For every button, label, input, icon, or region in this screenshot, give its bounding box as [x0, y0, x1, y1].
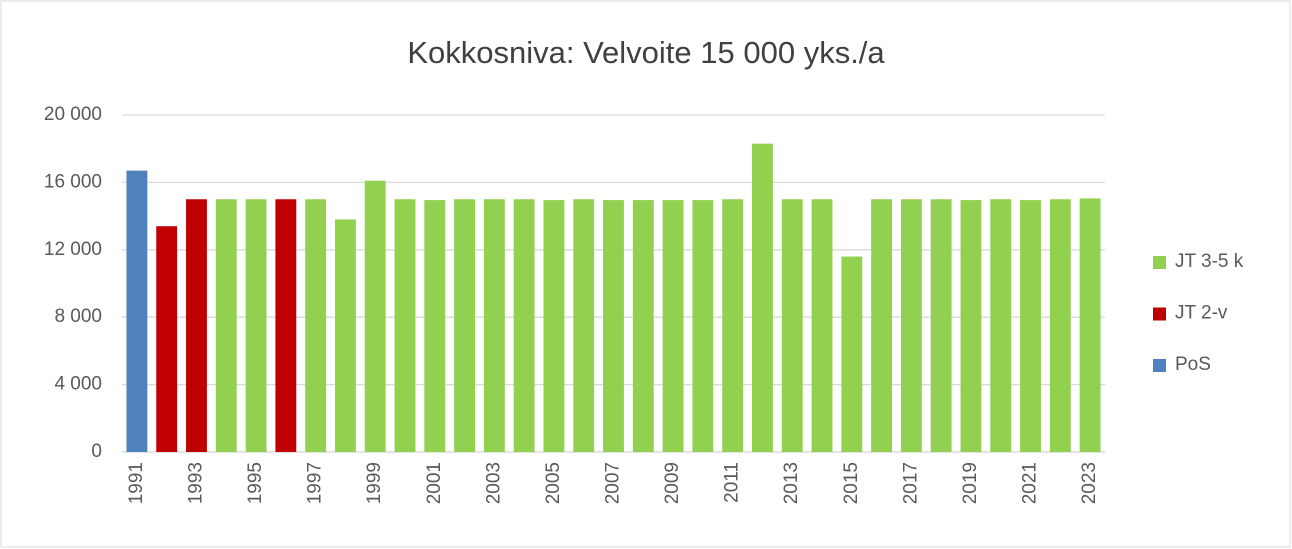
bar	[305, 199, 327, 452]
bar	[156, 226, 178, 452]
bar	[394, 199, 416, 452]
bar	[603, 200, 624, 452]
legend-label: JT 2-v	[1175, 303, 1228, 324]
bar	[722, 199, 744, 452]
bar	[275, 199, 297, 452]
bar	[454, 199, 475, 452]
bar	[841, 256, 863, 452]
bar	[215, 199, 237, 452]
bar	[424, 200, 446, 452]
bar	[245, 199, 267, 452]
legend-swatch	[1153, 307, 1166, 321]
legend-label: JT 3-5 k	[1175, 251, 1244, 272]
x-tick-label: 1995	[245, 462, 266, 504]
bar	[513, 199, 535, 452]
bar	[960, 200, 982, 452]
x-tick-label: 2009	[662, 462, 683, 504]
x-tick-label: 2011	[722, 462, 743, 503]
bar	[900, 199, 922, 452]
x-tick-label: 1993	[185, 462, 206, 504]
bar	[871, 199, 893, 452]
x-tick-label: 2007	[603, 462, 624, 504]
x-tick-label: 1997	[305, 462, 326, 504]
bar	[1020, 200, 1041, 452]
x-tick-label: 2017	[900, 462, 921, 504]
bar	[543, 200, 565, 452]
bar	[990, 199, 1012, 452]
bar	[781, 199, 803, 452]
x-tick-label: 2019	[960, 462, 981, 504]
x-tick-label: 2005	[543, 462, 564, 504]
x-tick-label: 2021	[1020, 462, 1041, 504]
y-tick-label: 16 000	[44, 171, 102, 192]
x-tick-label: 2015	[841, 462, 862, 504]
chart-title: Kokkosniva: Velvoite 15 000 yks./a	[407, 35, 885, 70]
bar	[186, 199, 207, 452]
bar	[126, 170, 148, 453]
bar	[752, 143, 773, 452]
x-tick-label: 1991	[126, 462, 147, 504]
bar	[573, 199, 595, 452]
y-tick-label: 12 000	[44, 239, 102, 260]
bar	[632, 200, 654, 452]
bar	[1049, 199, 1071, 452]
y-tick-label: 4 000	[54, 374, 102, 395]
legend-swatch	[1153, 359, 1166, 372]
y-tick-label: 0	[91, 441, 102, 462]
x-tick-label: 2023	[1079, 462, 1100, 504]
bar	[1079, 198, 1101, 452]
x-tick-label: 1999	[364, 462, 385, 504]
bar	[334, 219, 356, 452]
x-tick-label: 2001	[424, 462, 445, 504]
x-tick-label: 2013	[781, 462, 802, 504]
bar	[483, 199, 505, 452]
legend-label: PoS	[1175, 354, 1211, 375]
bar	[930, 199, 952, 452]
bar	[662, 200, 684, 452]
y-tick-label: 8 000	[54, 306, 102, 327]
legend-swatch	[1153, 256, 1166, 269]
x-tick-label: 2003	[483, 462, 504, 504]
y-tick-label: 20 000	[44, 104, 102, 125]
bar	[692, 200, 714, 452]
bar	[364, 180, 386, 452]
bar	[811, 199, 833, 452]
